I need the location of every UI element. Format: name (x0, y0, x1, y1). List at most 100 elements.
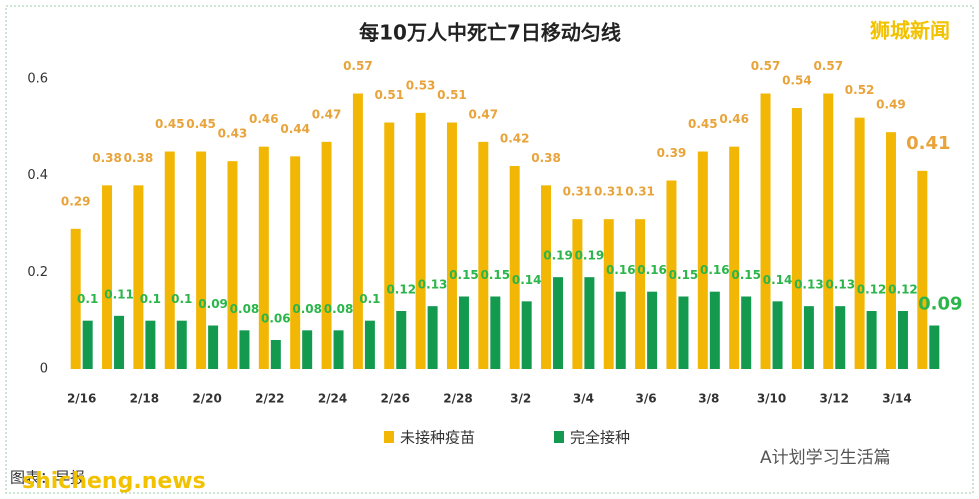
value-label: 0.52 (845, 83, 875, 97)
watermark: 狮城新闻 (870, 19, 950, 43)
value-label: 0.13 (794, 278, 824, 292)
bar (82, 320, 93, 369)
value-label: 0.09 (918, 294, 962, 315)
bar (615, 291, 626, 369)
bar (415, 112, 426, 369)
value-label: 0.09 (198, 297, 228, 311)
value-label: 0.42 (500, 132, 530, 146)
bar (196, 151, 207, 369)
x-tick-label: 3/4 (573, 392, 594, 406)
bar (603, 219, 614, 369)
value-label: 0.43 (218, 127, 248, 141)
value-label: 0.19 (575, 249, 605, 263)
bar (917, 170, 928, 369)
bar (835, 306, 846, 369)
watermark: shicheng.news (22, 469, 206, 494)
watermark: A计划学习生活篇 (760, 448, 891, 468)
chart-title: 每10万人中死亡7日移动匀线 (359, 21, 621, 45)
x-tick-label: 3/2 (510, 392, 531, 406)
bar (446, 122, 457, 369)
value-label: 0.46 (719, 112, 749, 126)
bar (709, 291, 720, 369)
x-tick-label: 3/6 (636, 392, 657, 406)
bar (572, 219, 583, 369)
value-label: 0.51 (374, 88, 404, 102)
legend-label: 未接种疫苗 (400, 429, 475, 447)
x-tick-label: 3/10 (757, 392, 786, 406)
bar (635, 219, 646, 369)
bar (290, 156, 301, 369)
bar (584, 277, 595, 369)
y-tick-label: 0 (40, 362, 48, 377)
bar (541, 185, 552, 369)
value-label: 0.45 (688, 117, 718, 131)
value-label: 0.06 (261, 312, 291, 326)
value-label: 0.14 (512, 273, 542, 287)
bar (854, 117, 865, 370)
bar (897, 311, 908, 369)
bar (396, 311, 407, 369)
value-label: 0.45 (186, 117, 216, 131)
value-label: 0.13 (825, 278, 855, 292)
value-label: 0.13 (418, 278, 448, 292)
bar (145, 320, 156, 369)
value-label: 0.15 (669, 268, 699, 282)
bar (666, 180, 677, 369)
bar (866, 311, 877, 369)
bar (741, 296, 752, 369)
value-label: 0.54 (782, 74, 812, 88)
x-tick-label: 2/20 (192, 392, 221, 406)
bar (885, 132, 896, 369)
bar (133, 185, 144, 369)
value-label: 0.46 (249, 112, 279, 126)
bar (321, 141, 332, 369)
bar (458, 296, 469, 369)
legend-swatch (554, 431, 564, 443)
value-label: 0.08 (292, 302, 322, 316)
value-label: 0.31 (563, 185, 593, 199)
value-label: 0.57 (751, 59, 781, 73)
bar (352, 93, 363, 369)
value-label: 0.38 (531, 151, 561, 165)
value-label: 0.45 (155, 117, 185, 131)
x-tick-label: 2/18 (130, 392, 159, 406)
value-label: 0.39 (657, 146, 687, 160)
bar (427, 306, 438, 369)
bar (772, 301, 783, 369)
bar (729, 146, 740, 369)
bar (823, 93, 834, 369)
x-tick-label: 2/26 (381, 392, 410, 406)
bar (102, 185, 113, 369)
bar (333, 330, 344, 369)
bar (509, 166, 520, 369)
bar (678, 296, 689, 369)
value-label: 0.1 (140, 292, 161, 306)
bar (929, 325, 940, 369)
y-tick-label: 0.4 (27, 168, 48, 183)
value-label: 0.38 (124, 151, 154, 165)
value-label: 0.16 (606, 263, 636, 277)
value-label: 0.15 (449, 268, 479, 282)
bar (270, 340, 281, 369)
bar (478, 141, 489, 369)
bar (164, 151, 175, 369)
bar (239, 330, 250, 369)
bar (70, 228, 81, 369)
value-label: 0.49 (876, 98, 906, 112)
legend-label: 完全接种 (570, 429, 630, 447)
x-tick-label: 3/14 (882, 392, 911, 406)
value-label: 0.57 (343, 59, 373, 73)
value-label: 0.11 (104, 287, 134, 301)
value-label: 0.12 (888, 283, 918, 297)
value-label: 0.08 (230, 302, 260, 316)
bar (760, 93, 771, 369)
value-label: 0.12 (386, 283, 416, 297)
bar (258, 146, 269, 369)
value-label: 0.15 (731, 268, 761, 282)
bar (490, 296, 501, 369)
bar (114, 315, 125, 369)
value-label: 0.15 (481, 268, 511, 282)
x-tick-label: 3/12 (820, 392, 849, 406)
value-label: 0.41 (906, 133, 950, 154)
value-label: 0.51 (437, 88, 467, 102)
